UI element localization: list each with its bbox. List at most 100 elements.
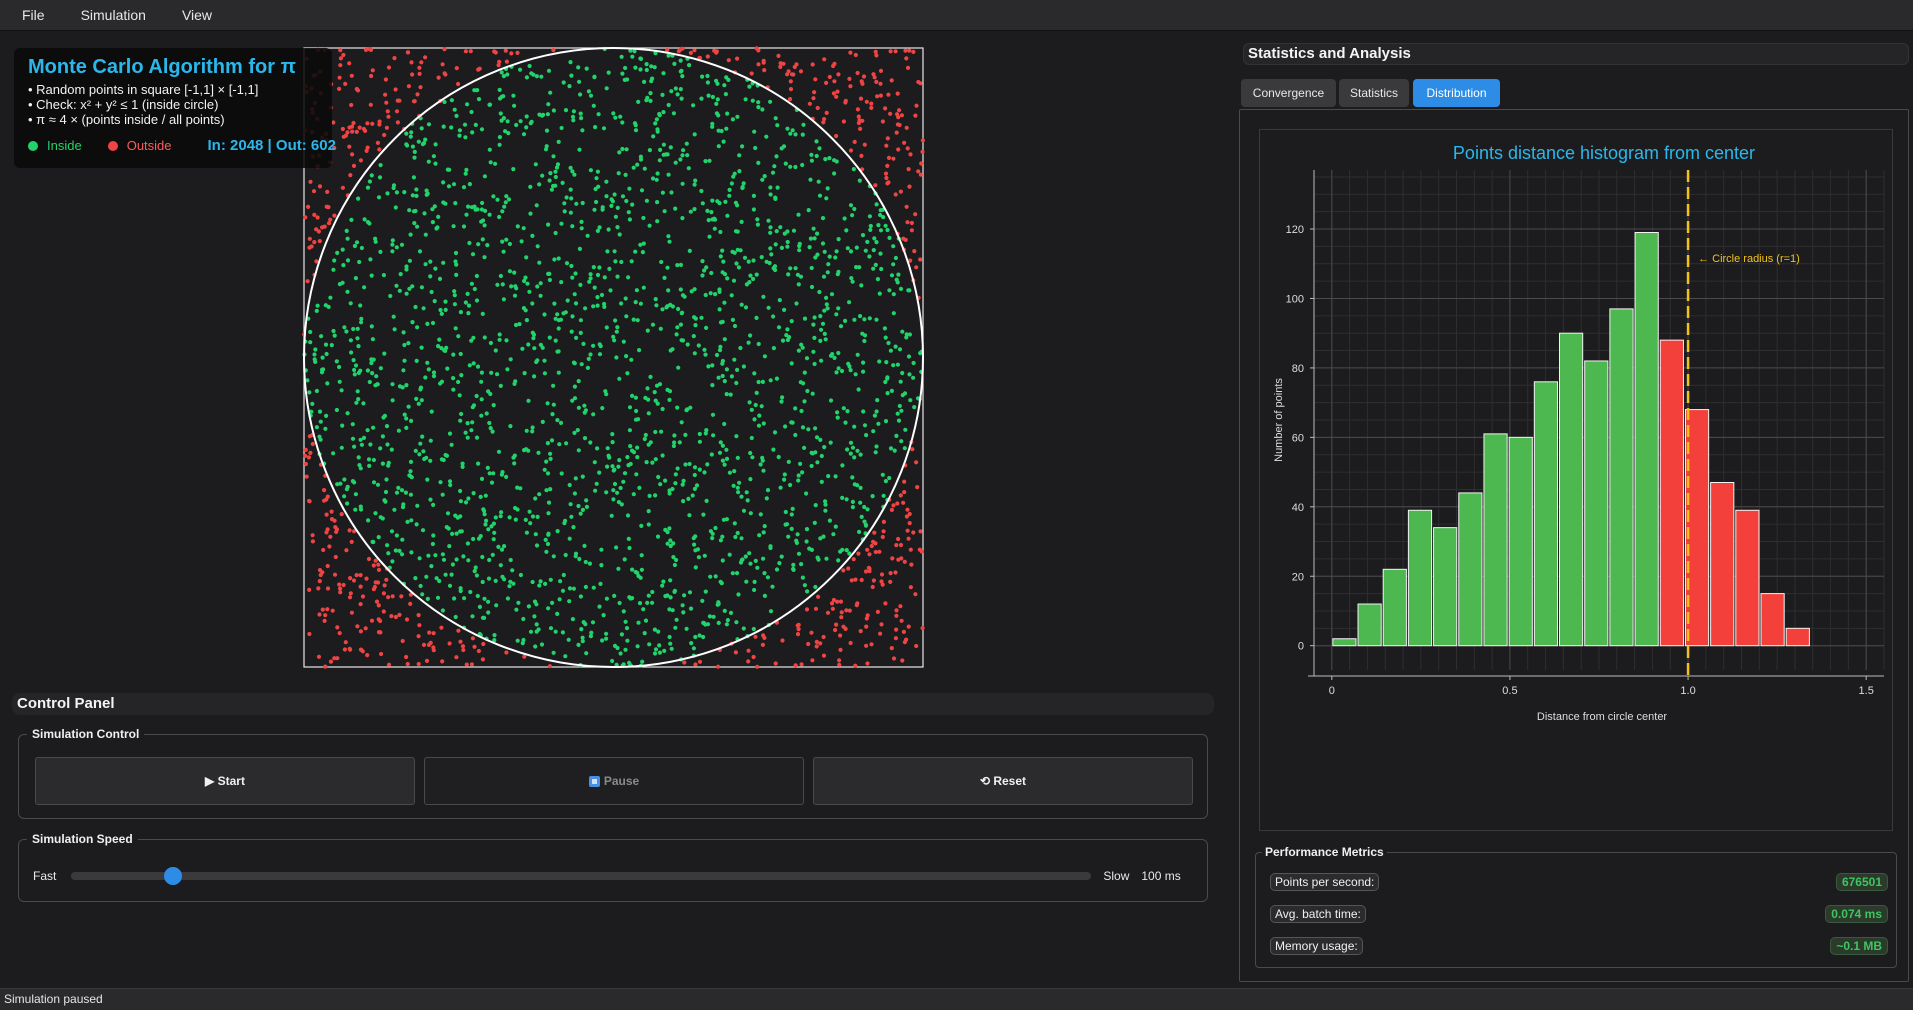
outside-point <box>780 638 785 643</box>
inside-point <box>594 176 599 181</box>
inside-point <box>668 578 673 583</box>
inside-point <box>906 354 912 359</box>
inside-point <box>889 388 895 393</box>
inside-point <box>883 419 889 424</box>
outside-point <box>349 73 354 78</box>
inside-point <box>852 482 857 487</box>
inside-point <box>848 368 853 373</box>
inside-point <box>496 544 501 550</box>
inside-point <box>667 634 672 640</box>
outside-point <box>913 212 918 217</box>
inside-point <box>639 188 645 193</box>
outside-point <box>705 54 710 59</box>
inside-point <box>613 214 619 219</box>
inside-point <box>808 177 813 182</box>
inside-point <box>440 552 445 557</box>
menu-simulation[interactable]: Simulation <box>80 6 146 23</box>
inside-point <box>433 266 438 271</box>
outside-point <box>416 634 421 639</box>
menu-file[interactable]: File <box>22 6 45 23</box>
y-tick-label: 20 <box>1292 571 1304 583</box>
inside-point <box>639 523 644 528</box>
inside-point <box>578 111 583 116</box>
inside-point <box>537 492 542 497</box>
outside-point <box>349 124 355 129</box>
inside-point <box>418 583 423 589</box>
start-button[interactable]: ▶ Start <box>35 757 415 805</box>
inside-point <box>900 370 905 376</box>
inside-point <box>891 292 896 297</box>
inside-point <box>848 451 853 456</box>
reset-button[interactable]: ⟲ Reset <box>813 757 1193 805</box>
tab-distribution[interactable]: Distribution <box>1413 79 1500 107</box>
inside-point <box>634 288 640 293</box>
inside-point <box>490 429 495 434</box>
inside-point <box>790 128 795 133</box>
outside-point <box>778 64 783 69</box>
inside-point <box>482 335 487 340</box>
inside-point <box>551 154 556 159</box>
inside-point <box>783 161 788 166</box>
inside-point <box>836 558 841 563</box>
menu-view[interactable]: View <box>181 6 213 23</box>
inside-point <box>508 557 513 563</box>
inside-point <box>400 537 405 542</box>
speed-slider[interactable] <box>71 867 1092 885</box>
inside-point <box>720 248 725 253</box>
inside-point <box>828 398 834 403</box>
inside-point <box>720 534 725 539</box>
inside-point <box>538 281 543 286</box>
inside-point <box>655 534 661 539</box>
inside-point <box>604 596 610 601</box>
inside-point <box>666 53 671 58</box>
inside-point <box>561 80 566 85</box>
inside-point <box>724 622 730 627</box>
inside-point <box>566 637 571 642</box>
inside-point <box>453 250 459 256</box>
outside-point <box>867 569 872 574</box>
inside-point <box>702 553 707 558</box>
inside-point <box>845 246 850 251</box>
inside-point <box>396 428 401 433</box>
inside-point <box>555 312 560 317</box>
inside-point <box>654 383 660 388</box>
inside-point <box>416 401 421 406</box>
outside-point <box>877 549 882 554</box>
inside-point <box>857 178 862 183</box>
inside-point <box>818 314 823 319</box>
inside-point <box>773 242 778 247</box>
inside-point <box>689 289 694 294</box>
outside-point <box>386 65 392 70</box>
outside-point <box>760 642 766 648</box>
inside-point <box>722 379 727 384</box>
inside-point <box>545 112 551 117</box>
inside-point <box>434 226 439 231</box>
outside-point <box>893 570 898 575</box>
inside-point <box>436 214 441 219</box>
inside-point <box>315 303 320 308</box>
inside-point <box>610 199 616 204</box>
inside-point <box>835 415 840 420</box>
inside-point <box>784 333 789 338</box>
outside-point <box>835 89 840 94</box>
inside-point <box>720 558 725 563</box>
tab-convergence[interactable]: Convergence <box>1241 79 1336 107</box>
inside-point <box>402 358 407 363</box>
inside-point <box>543 537 548 542</box>
outside-point <box>858 629 863 634</box>
simulation-speed-group: Simulation Speed Fast Slow 100 ms <box>18 832 1208 902</box>
inside-point <box>498 383 503 388</box>
tab-statistics[interactable]: Statistics <box>1339 79 1409 107</box>
inside-point <box>377 175 383 180</box>
inside-point <box>578 511 583 516</box>
inside-point <box>661 71 666 76</box>
pause-button[interactable]: Pause <box>424 757 804 805</box>
speed-slider-handle[interactable] <box>164 867 183 885</box>
inside-point <box>380 434 385 439</box>
inside-point <box>692 132 697 137</box>
inside-point <box>772 164 777 169</box>
inside-point <box>482 223 487 228</box>
outside-point <box>312 240 317 245</box>
inside-point <box>511 93 516 98</box>
info-title: Monte Carlo Algorithm for π <box>28 56 296 78</box>
